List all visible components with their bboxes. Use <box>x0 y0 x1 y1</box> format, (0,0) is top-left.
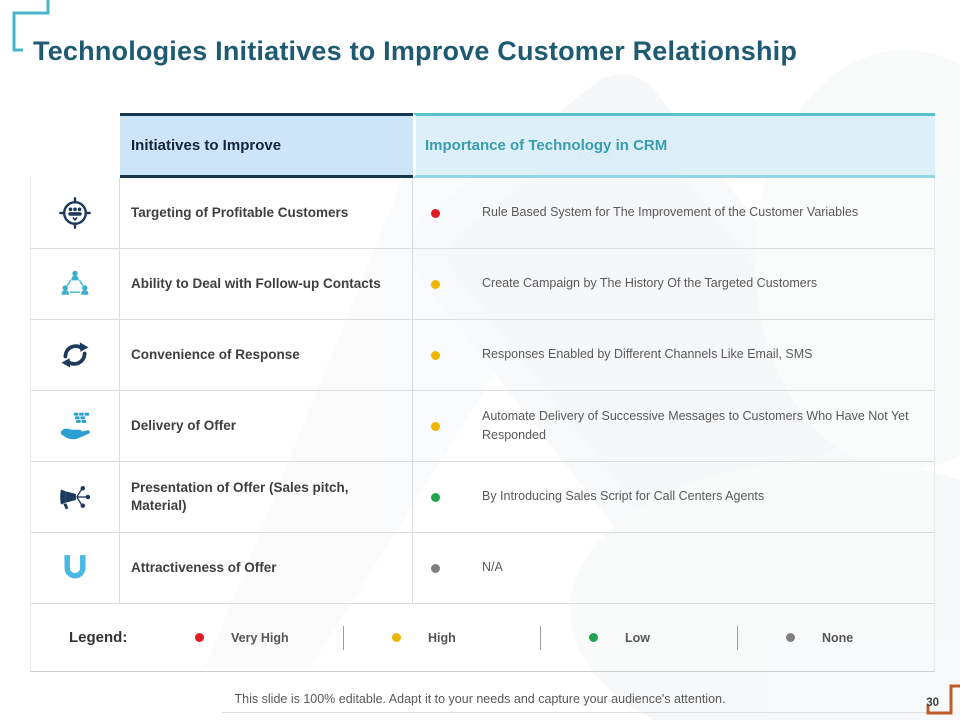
footer-divider <box>222 712 950 713</box>
footer-note: This slide is 100% editable. Adapt it to… <box>234 692 726 706</box>
importance-text: Create Campaign by The History Of the Ta… <box>482 276 818 291</box>
initiative-label: Ability to Deal with Follow-up Contacts <box>131 275 381 291</box>
header-initiatives: Initiatives to Improve <box>120 113 413 178</box>
legend-dot-low <box>589 633 598 642</box>
row-icon-cell <box>30 533 120 604</box>
magnet-icon <box>57 550 93 586</box>
initiative-cell: Presentation of Offer (Sales pitch, Mate… <box>120 462 413 533</box>
importance-cell: N/A <box>413 533 935 604</box>
importance-text: Responses Enabled by Different Channels … <box>482 347 813 362</box>
megaphone-share-icon <box>57 479 93 515</box>
page-number: 30 <box>926 697 939 709</box>
target-audience-icon <box>57 195 93 231</box>
legend-item-low: Low <box>541 631 737 645</box>
row-icon-cell <box>30 391 120 462</box>
legend-label: Legend: <box>69 629 128 646</box>
corner-bracket-bottom-right-icon <box>926 684 960 715</box>
row-icon-cell <box>30 249 120 320</box>
importance-dot <box>431 563 440 573</box>
row-icon-cell <box>30 178 120 249</box>
legend-divider <box>540 625 541 650</box>
legend-item-label: Very High <box>231 630 289 645</box>
legend: Legend: Very High High Low <box>30 604 935 672</box>
initiative-label: Convenience of Response <box>131 346 300 362</box>
legend-item-high: High <box>344 631 540 645</box>
initiative-cell: Targeting of Profitable Customers <box>120 178 413 249</box>
row-icon-cell <box>30 462 120 533</box>
initiative-label: Targeting of Profitable Customers <box>131 204 349 220</box>
legend-dot-high <box>392 633 401 642</box>
initiative-cell: Delivery of Offer <box>120 391 413 462</box>
row-icon-cell <box>30 320 120 391</box>
initiative-label: Attractiveness of Offer <box>131 559 277 575</box>
legend-item-very-high: Very High <box>147 631 343 645</box>
sync-arrows-icon <box>57 337 93 373</box>
legend-dot-none <box>786 633 795 642</box>
network-contacts-icon <box>57 266 93 302</box>
legend-dot-very-high <box>195 633 204 642</box>
legend-divider <box>343 625 344 650</box>
initiative-cell: Ability to Deal with Follow-up Contacts <box>120 249 413 320</box>
legend-item-none: None <box>738 631 934 645</box>
importance-cell: By Introducing Sales Script for Call Cen… <box>413 462 935 533</box>
hand-coins-icon <box>57 408 93 444</box>
importance-dot <box>431 279 440 289</box>
legend-items: Very High High Low None <box>147 625 934 650</box>
importance-cell: Create Campaign by The History Of the Ta… <box>413 249 935 320</box>
initiative-label: Presentation of Offer (Sales pitch, Mate… <box>131 479 349 513</box>
legend-item-label: None <box>822 630 854 645</box>
legend-divider <box>737 625 738 650</box>
corner-bracket-top-left-icon <box>12 0 50 52</box>
importance-cell: Rule Based System for The Improvement of… <box>413 178 935 249</box>
legend-item-label: Low <box>625 630 650 645</box>
importance-dot <box>431 492 440 502</box>
initiative-label: Delivery of Offer <box>131 417 237 433</box>
legend-item-label: High <box>428 630 456 645</box>
header-blank-cell <box>30 113 120 178</box>
crm-initiatives-table: Initiatives to Improve Importance of Tec… <box>30 113 935 672</box>
importance-dot <box>431 208 440 218</box>
importance-cell: Automate Delivery of Successive Messages… <box>413 391 935 462</box>
importance-text: Automate Delivery of Successive Messages… <box>482 408 909 442</box>
importance-text: N/A <box>482 560 503 575</box>
header-importance: Importance of Technology in CRM <box>413 113 935 178</box>
importance-text: Rule Based System for The Improvement of… <box>482 205 859 220</box>
importance-cell: Responses Enabled by Different Channels … <box>413 320 935 391</box>
initiative-cell: Attractiveness of Offer <box>120 533 413 604</box>
importance-text: By Introducing Sales Script for Call Cen… <box>482 489 765 504</box>
importance-dot <box>431 421 440 431</box>
initiative-cell: Convenience of Response <box>120 320 413 391</box>
page-title: Technologies Initiatives to Improve Cust… <box>33 36 798 66</box>
importance-dot <box>431 350 440 360</box>
